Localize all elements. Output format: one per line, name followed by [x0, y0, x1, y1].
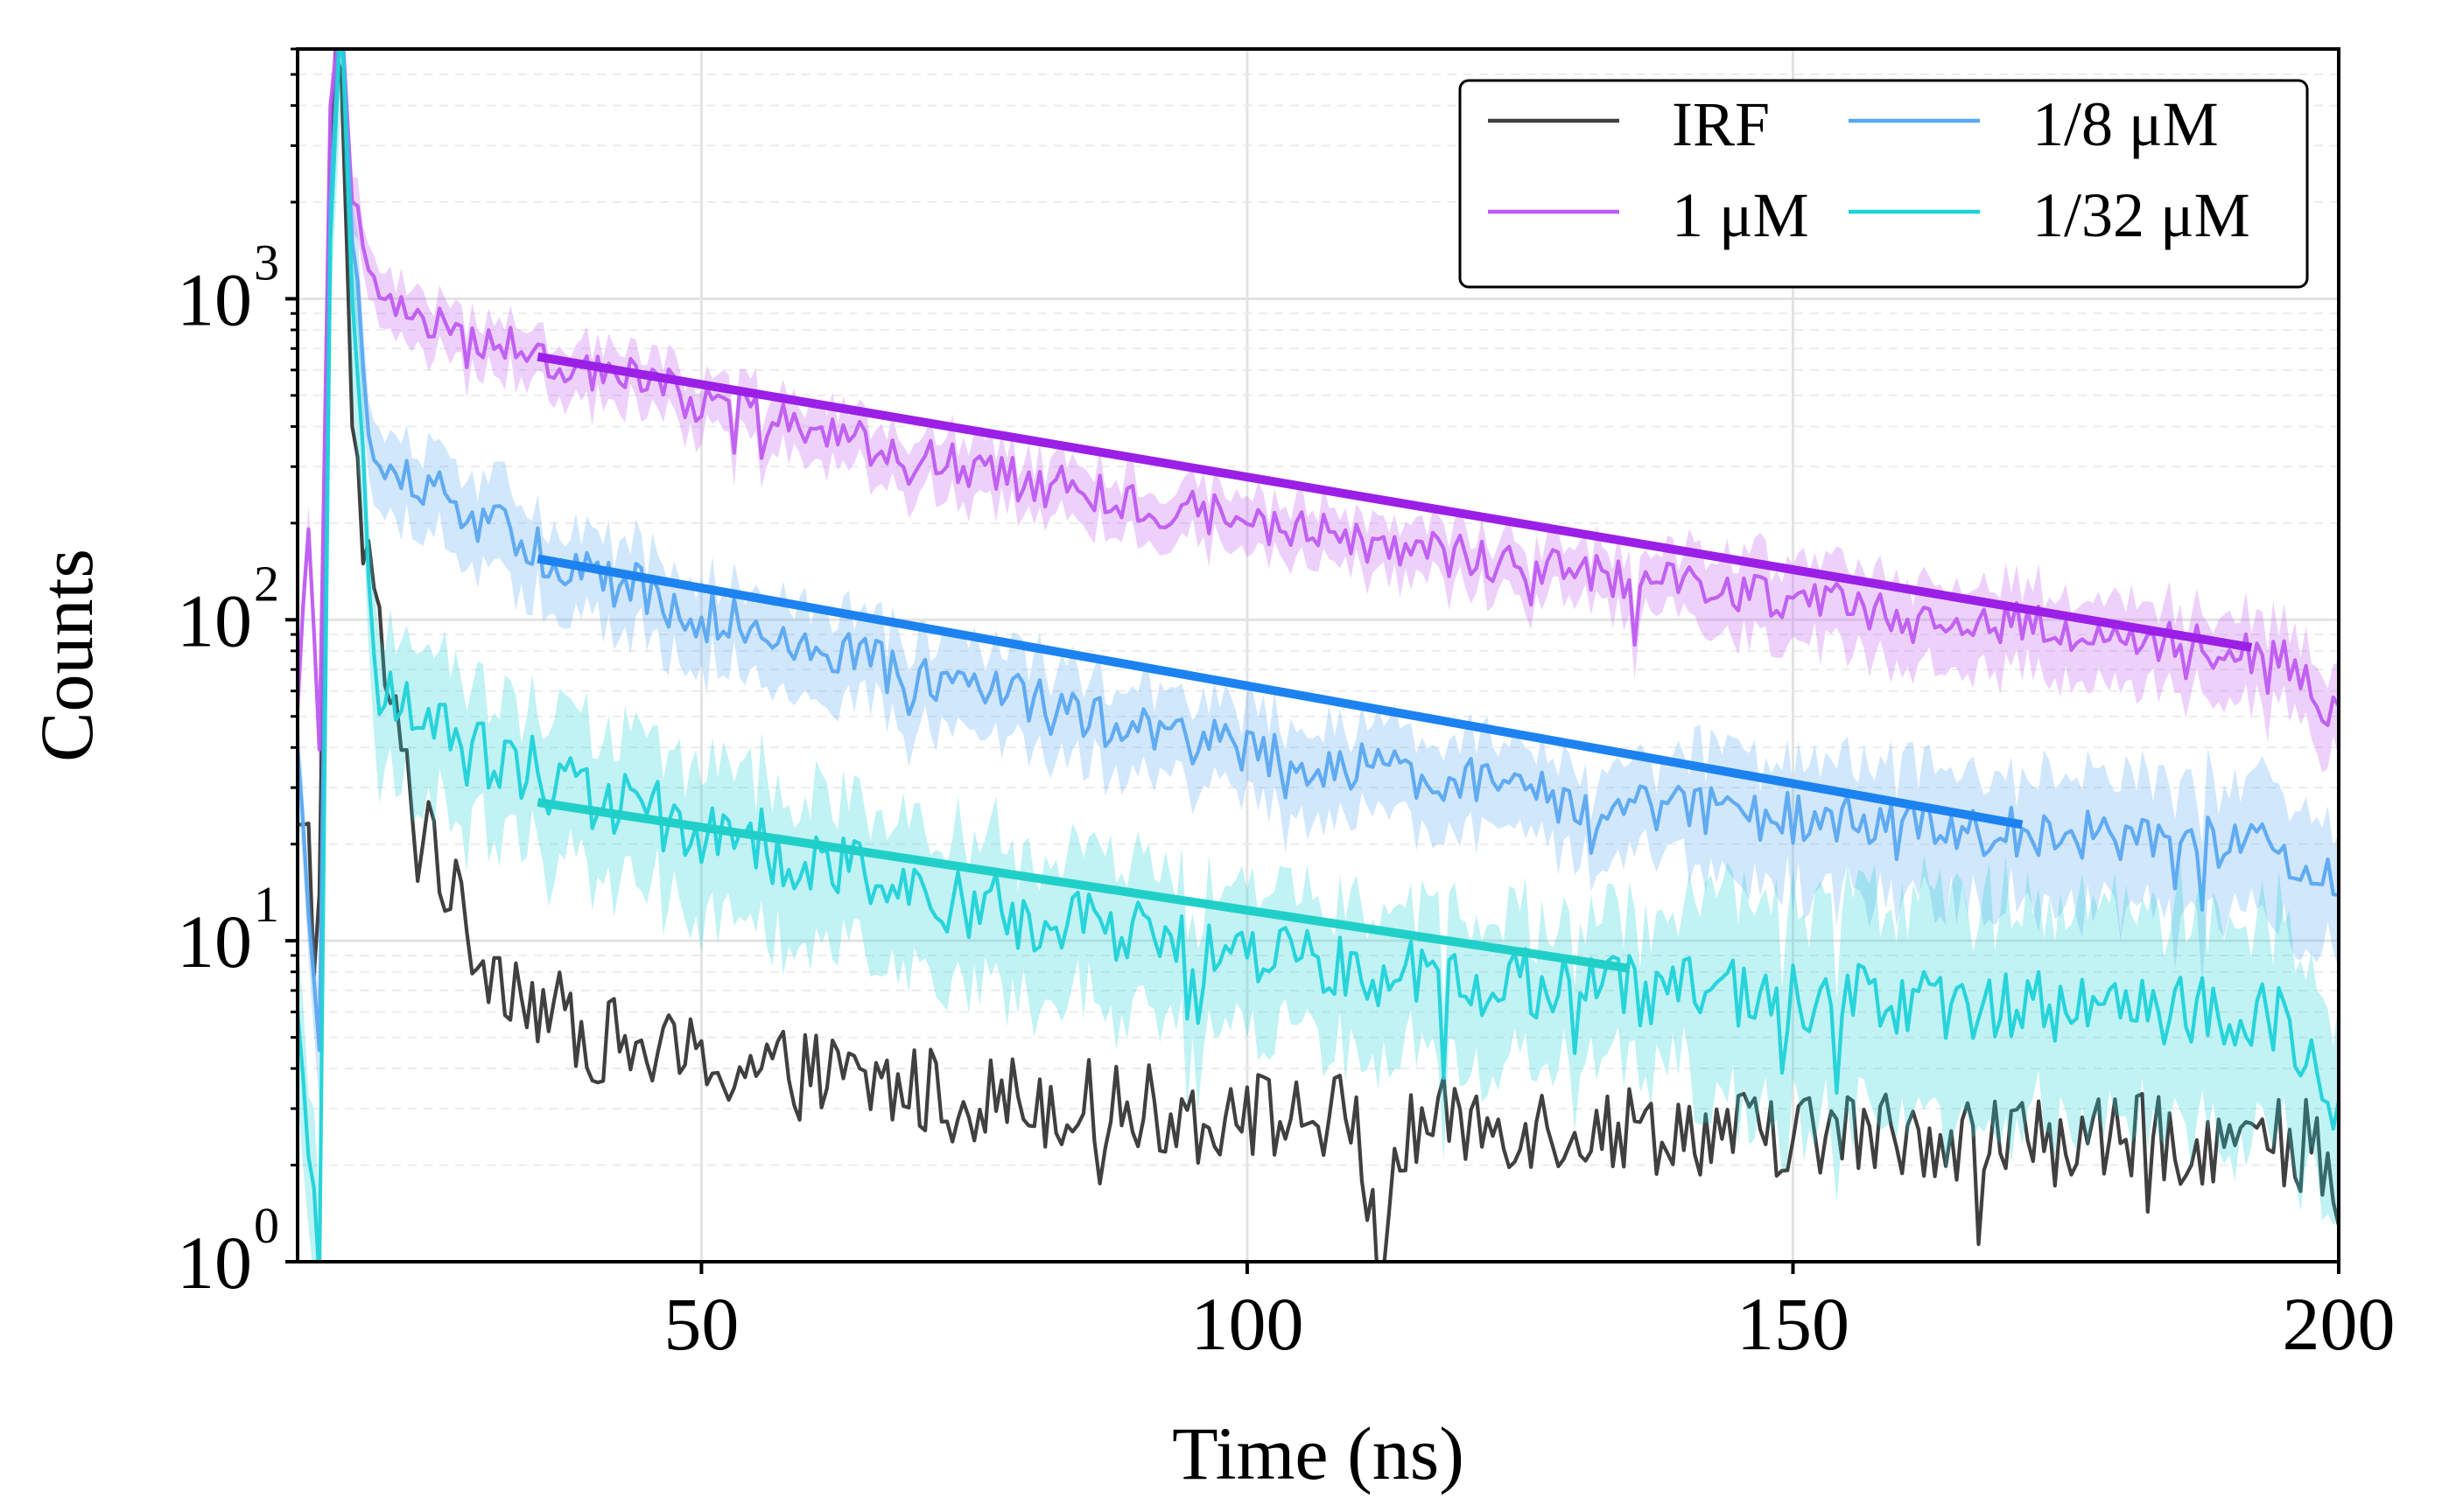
legend-entry: 1/8 μM	[1849, 89, 2219, 159]
legend-entry: 1/32 μM	[1849, 180, 2250, 250]
y-tick-label-exponent: 0	[254, 1197, 279, 1254]
y-tick-label: 10 3	[177, 234, 279, 341]
data-layer	[298, 49, 2339, 1262]
y-tick-label-base: 10	[177, 257, 252, 341]
x-tick-label: 100	[1190, 1282, 1303, 1366]
legend-label: 1/32 μM	[2032, 180, 2250, 250]
legend-label: IRF	[1672, 89, 1770, 159]
fit-line-3	[537, 797, 1631, 973]
legend-label: 1 μM	[1672, 180, 1809, 250]
x-axis-label: Time (ns)	[1172, 1411, 1464, 1495]
y-tick-label-base: 10	[177, 578, 252, 662]
x-tick-label: 150	[1737, 1282, 1849, 1366]
y-tick-label: 10 2	[177, 555, 279, 662]
band-1-8-m	[298, 49, 2339, 1105]
series-line-1-32-m	[298, 49, 2339, 1262]
x-tick-label: 50	[663, 1282, 739, 1366]
series-line-1-8-m	[298, 49, 2339, 1053]
legend-label: 1/8 μM	[2032, 89, 2219, 159]
legend-entry: IRF	[1488, 89, 1770, 159]
legend: IRF 1 μM 1/8 μM 1/32 μM	[1458, 79, 2309, 289]
y-tick-label-exponent: 1	[254, 876, 279, 933]
y-tick-label-exponent: 3	[254, 234, 279, 290]
legend-box	[1458, 79, 2309, 289]
fit-line-2	[537, 554, 2024, 830]
y-tick-label: 10 1	[177, 876, 279, 984]
band-1-m	[298, 49, 2339, 784]
series-line-irf	[298, 49, 2339, 1262]
fit-line-1	[537, 352, 2253, 652]
plot-frame	[296, 47, 2340, 1264]
y-axis-label: Counts	[25, 549, 109, 762]
y-tick-label-base: 10	[177, 1221, 252, 1305]
y-tick-label-base: 10	[177, 900, 252, 984]
y-tick-label: 10 0	[177, 1197, 279, 1305]
x-tick-label: 200	[2283, 1282, 2396, 1366]
y-tick-label-exponent: 2	[254, 555, 279, 612]
legend-entry: 1 μM	[1488, 180, 1809, 250]
band-1-32-m	[298, 49, 2339, 1262]
